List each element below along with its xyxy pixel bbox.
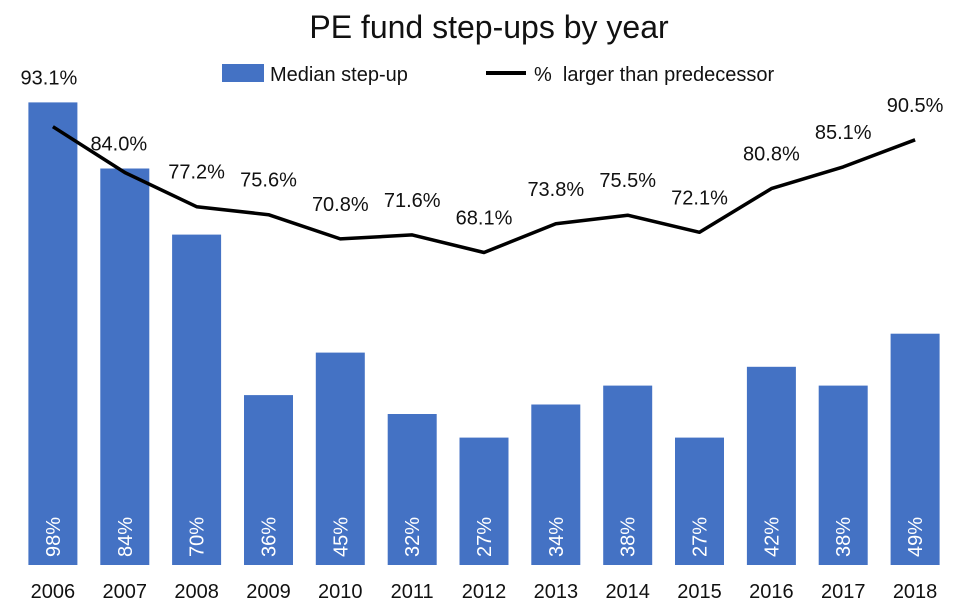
- legend-swatch-median-step-up: [222, 64, 264, 82]
- line-label-2018: 90.5%: [887, 95, 944, 117]
- bar-label-2017: 38%: [833, 517, 855, 557]
- bar-label-2008: 70%: [187, 517, 209, 557]
- line-label-2008: 77.2%: [168, 162, 225, 184]
- bar-2018: [890, 333, 940, 565]
- x-tick-2012: 2012: [462, 581, 507, 603]
- bar-2008: [172, 234, 222, 565]
- x-tick-2007: 2007: [103, 581, 148, 603]
- bar-label-2010: 45%: [330, 517, 352, 557]
- legend-label-median-step-up: Median step-up: [270, 64, 408, 86]
- line-label-2016: 80.8%: [743, 144, 800, 166]
- line-label-2010: 70.8%: [312, 194, 369, 216]
- line-label-2017: 85.1%: [815, 122, 872, 144]
- line-data-labels: 93.1% 84.0% 77.2% 75.6% 70.8% 71.6% 68.1% 73.8%…: [21, 68, 944, 230]
- bar-label-2013: 34%: [546, 517, 568, 557]
- line-label-2007: 84.0%: [90, 134, 147, 156]
- x-tick-2006: 2006: [31, 581, 76, 603]
- bar-2007: [100, 168, 150, 565]
- x-tick-2010: 2010: [318, 581, 363, 603]
- line-label-2014: 75.5%: [599, 170, 656, 192]
- x-tick-2017: 2017: [821, 581, 866, 603]
- bar-2012: [459, 437, 509, 565]
- bar-2017: [818, 385, 868, 565]
- bar-2014: [603, 385, 653, 565]
- line-label-2013: 73.8%: [527, 179, 584, 201]
- x-axis-ticks: 2006 2007 2008 2009 2010 2011 2012 2013 2014 2015…: [31, 581, 938, 603]
- line-label-2006: 93.1%: [21, 68, 78, 90]
- line-path-larger-than-predecessor: [51, 125, 916, 255]
- chart-title: PE fund step-ups by year: [309, 9, 669, 45]
- bar-label-2006: 98%: [43, 517, 65, 557]
- bar-label-2016: 42%: [761, 517, 783, 557]
- line-label-2012: 68.1%: [456, 208, 513, 230]
- bar-label-2014: 38%: [618, 517, 640, 557]
- x-tick-2009: 2009: [246, 581, 291, 603]
- bar-label-2009: 36%: [258, 517, 280, 557]
- bar-series: [28, 102, 940, 566]
- bar-2011: [387, 414, 437, 565]
- bar-data-labels: 98% 84% 70% 36% 45% 32% 27% 34% 38% 27% 42% 38% 49%: [43, 517, 927, 557]
- bar-label-2012: 27%: [474, 517, 496, 557]
- bar-2006: [28, 102, 78, 566]
- x-tick-2008: 2008: [174, 581, 219, 603]
- line-label-2011: 71.6%: [384, 190, 441, 212]
- bar-label-2018: 49%: [905, 517, 927, 557]
- bar-2015: [675, 437, 724, 565]
- x-tick-2018: 2018: [893, 581, 938, 603]
- line-label-2009: 75.6%: [240, 170, 297, 192]
- bar-2013: [531, 404, 581, 565]
- legend: Median step-up % larger than predecessor: [222, 64, 774, 86]
- bar-label-2011: 32%: [402, 517, 424, 557]
- x-tick-2015: 2015: [677, 581, 722, 603]
- x-tick-2016: 2016: [749, 581, 794, 603]
- bar-2010: [315, 352, 365, 565]
- bar-label-2015: 27%: [690, 517, 712, 557]
- line-series: [51, 125, 916, 255]
- x-tick-2014: 2014: [605, 581, 650, 603]
- bar-2009: [244, 395, 293, 565]
- bar-2016: [746, 366, 796, 565]
- bar-label-2007: 84%: [115, 517, 137, 557]
- x-tick-2011: 2011: [391, 581, 434, 603]
- line-label-2015: 72.1%: [671, 187, 728, 209]
- x-tick-2013: 2013: [534, 581, 579, 603]
- legend-label-larger-than-predecessor: % larger than predecessor: [534, 64, 774, 86]
